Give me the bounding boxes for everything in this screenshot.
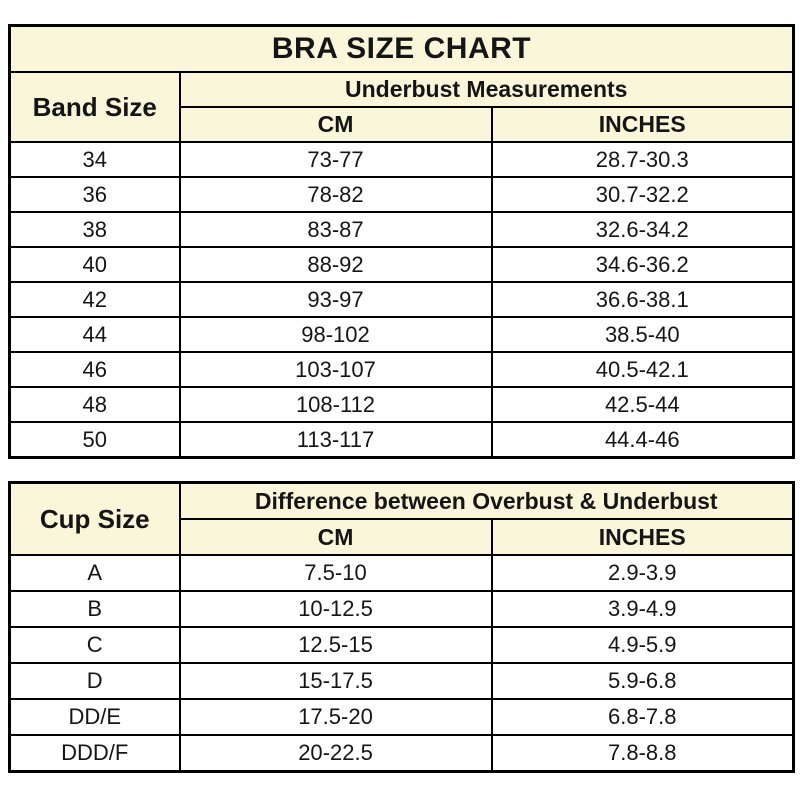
cm-range-value: 103-107 bbox=[178, 351, 493, 388]
band-size-value: 42 bbox=[8, 281, 181, 318]
inches-range-value: 32.6-34.2 bbox=[490, 211, 795, 248]
cm-range-value: 78-82 bbox=[178, 176, 493, 213]
cm-range-value: 12.5-15 bbox=[178, 626, 493, 664]
table-row: 44 98-102 38.5-40 bbox=[8, 316, 795, 353]
cup-size-value: DDD/F bbox=[8, 734, 181, 773]
inches-range-value: 36.6-38.1 bbox=[490, 281, 795, 318]
band-size-value: 50 bbox=[8, 421, 181, 459]
table-row: 50 113-117 44.4-46 bbox=[8, 421, 795, 459]
table-row: 46 103-107 40.5-42.1 bbox=[8, 351, 795, 388]
inches-range-value: 40.5-42.1 bbox=[490, 351, 795, 388]
cup-size-value: B bbox=[8, 590, 181, 628]
page-title: BRA SIZE CHART bbox=[8, 24, 795, 73]
cm-column-header: CM bbox=[178, 106, 493, 143]
table-row: 42 93-97 36.6-38.1 bbox=[8, 281, 795, 318]
cup-size-value: D bbox=[8, 662, 181, 700]
column-header-row: CM INCHES bbox=[10, 106, 795, 143]
inches-range-value: 7.8-8.8 bbox=[490, 734, 795, 773]
inches-range-value: 42.5-44 bbox=[490, 386, 795, 423]
band-size-value: 44 bbox=[8, 316, 181, 353]
cm-range-value: 108-112 bbox=[178, 386, 493, 423]
table-row: D 15-17.5 5.9-6.8 bbox=[8, 662, 795, 700]
cm-range-value: 7.5-10 bbox=[178, 554, 493, 592]
cm-range-value: 20-22.5 bbox=[178, 734, 493, 773]
table-row: 38 83-87 32.6-34.2 bbox=[8, 211, 795, 248]
table-row: A 7.5-10 2.9-3.9 bbox=[8, 554, 795, 592]
cm-range-value: 15-17.5 bbox=[178, 662, 493, 700]
band-size-value: 40 bbox=[8, 246, 181, 283]
inches-range-value: 3.9-4.9 bbox=[490, 590, 795, 628]
band-size-value: 34 bbox=[8, 141, 181, 178]
difference-header: Difference between Overbust & Underbust bbox=[178, 481, 795, 520]
inches-range-value: 34.6-36.2 bbox=[490, 246, 795, 283]
cup-size-value: A bbox=[8, 554, 181, 592]
inches-range-value: 4.9-5.9 bbox=[490, 626, 795, 664]
inches-column-header: INCHES bbox=[490, 518, 795, 556]
band-size-value: 36 bbox=[8, 176, 181, 213]
inches-range-value: 2.9-3.9 bbox=[490, 554, 795, 592]
inches-range-value: 28.7-30.3 bbox=[490, 141, 795, 178]
table-row: 36 78-82 30.7-32.2 bbox=[8, 176, 795, 213]
band-size-value: 46 bbox=[8, 351, 181, 388]
cm-range-value: 88-92 bbox=[178, 246, 493, 283]
group-header-row: Cup Size Difference between Overbust & U… bbox=[8, 481, 795, 556]
inches-range-value: 6.8-7.8 bbox=[490, 698, 795, 736]
inches-range-value: 5.9-6.8 bbox=[490, 662, 795, 700]
cm-range-value: 17.5-20 bbox=[178, 698, 493, 736]
inches-column-header: INCHES bbox=[490, 106, 795, 143]
table-row: 34 73-77 28.7-30.3 bbox=[8, 141, 795, 178]
title-row: BRA SIZE CHART bbox=[8, 24, 795, 73]
cm-range-value: 83-87 bbox=[178, 211, 493, 248]
table-divider-gap bbox=[8, 459, 792, 481]
inches-range-value: 38.5-40 bbox=[490, 316, 795, 353]
group-header-row: Band Size Underbust Measurements bbox=[8, 71, 795, 143]
band-size-table: BRA SIZE CHART Band Size Underbust Measu… bbox=[8, 24, 795, 459]
band-size-value: 48 bbox=[8, 386, 181, 423]
underbust-measurements-header: Underbust Measurements bbox=[178, 71, 795, 108]
cm-range-value: 98-102 bbox=[178, 316, 493, 353]
band-size-value: 38 bbox=[8, 211, 181, 248]
table-row: 40 88-92 34.6-36.2 bbox=[8, 246, 795, 283]
cm-range-value: 113-117 bbox=[178, 421, 493, 459]
cm-range-value: 93-97 bbox=[178, 281, 493, 318]
cup-size-table: Cup Size Difference between Overbust & U… bbox=[8, 481, 795, 773]
table-row: DD/E 17.5-20 6.8-7.8 bbox=[8, 698, 795, 736]
cup-size-value: C bbox=[8, 626, 181, 664]
bra-size-chart-page: BRA SIZE CHART Band Size Underbust Measu… bbox=[8, 0, 795, 773]
band-size-header: Band Size bbox=[8, 71, 181, 143]
column-header-row: CM INCHES bbox=[10, 518, 795, 556]
cup-size-header: Cup Size bbox=[8, 481, 181, 556]
table-row: C 12.5-15 4.9-5.9 bbox=[8, 626, 795, 664]
table-row: 48 108-112 42.5-44 bbox=[8, 386, 795, 423]
table-row: B 10-12.5 3.9-4.9 bbox=[8, 590, 795, 628]
cm-range-value: 73-77 bbox=[178, 141, 493, 178]
table-row: DDD/F 20-22.5 7.8-8.8 bbox=[8, 734, 795, 773]
inches-range-value: 44.4-46 bbox=[490, 421, 795, 459]
inches-range-value: 30.7-32.2 bbox=[490, 176, 795, 213]
cm-range-value: 10-12.5 bbox=[178, 590, 493, 628]
cup-size-value: DD/E bbox=[8, 698, 181, 736]
cm-column-header: CM bbox=[178, 518, 493, 556]
